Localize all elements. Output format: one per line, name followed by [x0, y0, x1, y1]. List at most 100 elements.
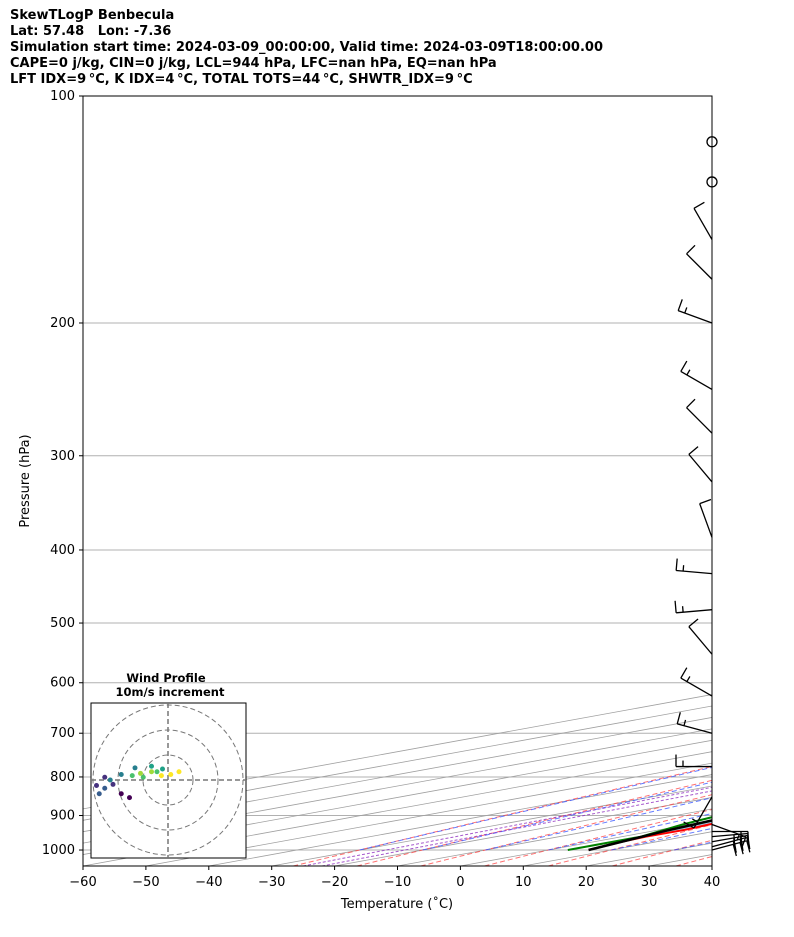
barb-half-flag: [691, 818, 698, 823]
series-temperature: [588, 822, 712, 851]
dry-adiabat-10: [548, 824, 712, 866]
barb-half-flag: [683, 719, 687, 726]
barb-flag: [686, 244, 696, 255]
x-tick-label: 0: [456, 875, 464, 890]
x-tick-label: 20: [578, 875, 595, 890]
y-tick-label: 1000: [42, 843, 75, 858]
y-tick-label: 300: [50, 449, 75, 464]
dry-adiabat-30: [675, 856, 712, 866]
barb-flag: [732, 844, 737, 857]
barb-half-flag: [684, 307, 688, 314]
barb-half-flag: [681, 606, 684, 613]
cape-line: CAPE=0 j/kg, CIN=0 j/kg, LCL=944 hPa, LF…: [10, 56, 497, 71]
hodograph-point: [138, 770, 143, 776]
barb-staff: [676, 609, 713, 614]
x-axis-label: Temperature (˚C): [340, 896, 453, 912]
isotherm--110: [83, 694, 712, 810]
barb-staff: [699, 503, 713, 538]
wind-barb: [680, 667, 713, 697]
hodograph-point: [154, 769, 160, 775]
moist-adiabat-20: [674, 841, 712, 851]
moist-adiabat--30: [359, 766, 712, 851]
isotherm-10: [523, 831, 712, 866]
dry-adiabat--20: [356, 779, 712, 866]
isotherm--10: [397, 808, 712, 866]
y-tick-label: 400: [50, 543, 75, 558]
isotherm-0: [460, 819, 712, 866]
barb-flag: [677, 299, 683, 311]
series-dewpoint: [567, 816, 712, 851]
index-line: LFT IDX=9 °C, K IDX=4 °C, TOTAL TOTS=44 …: [10, 72, 473, 87]
barb-flag: [688, 618, 699, 628]
barb-staff: [693, 796, 713, 829]
x-tick-label: −60: [69, 875, 96, 890]
barb-flag: [680, 667, 688, 679]
hodograph-point: [118, 772, 124, 777]
moist-adiabat-30: [737, 96, 794, 850]
barb-half-flag: [682, 565, 685, 572]
barb-staff: [711, 832, 748, 838]
hodograph-ring-10: [142, 754, 194, 806]
hodograph-point: [127, 795, 132, 801]
barb-flag: [686, 398, 696, 409]
barb-flag: [688, 446, 699, 455]
hodograph-point: [158, 773, 164, 779]
moist-adiabat--10: [485, 797, 712, 851]
hodograph-point: [132, 765, 138, 771]
barb-flag: [693, 201, 705, 209]
wind-barb: [688, 446, 713, 483]
barb-flag: [746, 840, 751, 853]
x-tick-label: −40: [195, 875, 222, 890]
series-parcel-profile: [588, 819, 712, 852]
isotherm-20: [586, 842, 712, 866]
y-axis-label: Pressure (hPa): [18, 434, 33, 527]
hodograph-point: [168, 772, 174, 777]
barb-flag: [683, 821, 695, 829]
mixing-ratio--22: [321, 790, 712, 866]
barb-flag: [676, 712, 681, 725]
barb-staff: [677, 723, 713, 734]
barb-staff: [680, 677, 713, 697]
hodograph-title: Wind Profile: [126, 671, 206, 685]
barb-staff: [688, 626, 713, 655]
y-tick-label: 500: [50, 616, 75, 631]
hodograph-point: [94, 783, 99, 788]
y-tick-label: 900: [50, 809, 75, 824]
barb-half-flag: [686, 369, 691, 376]
barb-staff: [686, 253, 713, 280]
hodograph-point: [107, 777, 113, 783]
x-tick-label: 40: [704, 875, 721, 890]
dry-adiabat-20: [611, 839, 712, 866]
dry-adiabat--10: [420, 794, 712, 866]
barb-flag: [674, 600, 677, 613]
mixing-ratio--25: [303, 786, 712, 866]
dry-adiabat-40: [740, 96, 794, 866]
hodograph-point: [129, 773, 135, 779]
moist-adiabat-0: [548, 813, 712, 851]
isotherm-40: [711, 865, 712, 866]
hodograph-point: [176, 769, 182, 775]
hodograph-point: [118, 791, 124, 797]
wind-barb: [675, 754, 712, 768]
cin-shaded-area: [588, 820, 712, 850]
barb-staff: [711, 823, 747, 838]
x-tick-label: −50: [132, 875, 159, 890]
x-tick-label: 10: [515, 875, 532, 890]
barb-staff: [676, 569, 713, 575]
barb-half-flag: [736, 834, 740, 841]
wind-barb: [693, 201, 713, 240]
hodograph-point: [102, 785, 108, 791]
x-tick-label: −20: [321, 875, 348, 890]
barb-flag: [699, 498, 712, 505]
y-tick-label: 600: [50, 676, 75, 691]
wind-barb: [699, 498, 713, 538]
wind-barb: [676, 712, 713, 734]
wind-barb: [675, 558, 713, 575]
barb-staff: [693, 208, 713, 240]
x-tick-label: −10: [384, 875, 411, 890]
hodograph-point: [110, 781, 116, 787]
hodograph-content: [91, 703, 246, 858]
x-tick-label: 30: [641, 875, 658, 890]
isotherm--80: [83, 728, 712, 844]
